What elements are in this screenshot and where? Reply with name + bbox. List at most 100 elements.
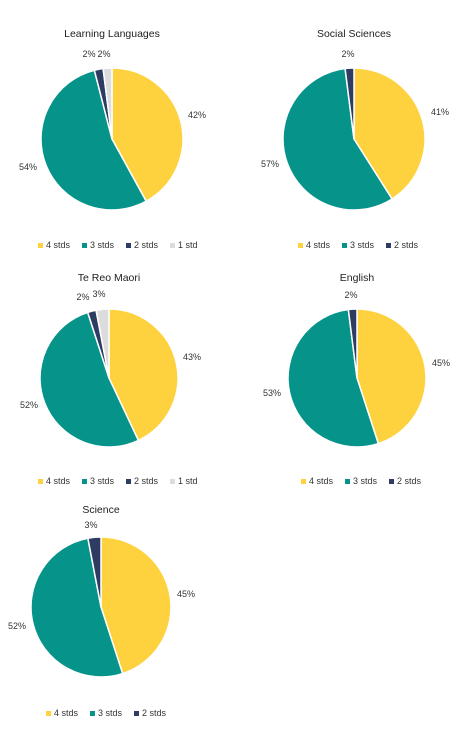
legend-label: 4 stds <box>309 476 334 486</box>
pie-svg: 45% 52% 3% <box>8 520 195 678</box>
data-label-4-stds: 42% <box>188 110 206 120</box>
legend-label: 3 stds <box>350 240 375 250</box>
data-label-4-stds: 43% <box>183 352 201 362</box>
legend-item-3-stds: 3 stds <box>345 476 377 486</box>
legend-label: 2 stds <box>394 240 419 250</box>
pie-slice-4-stds <box>100 536 172 675</box>
data-label-4-stds: 45% <box>432 358 450 368</box>
pie-chart-learning-languages: Learning Languages 42% 54% 2% 2% 4 stds 3 stds… <box>0 0 233 250</box>
pie-slice-1-std <box>102 67 113 140</box>
data-label-1-std: 3% <box>92 289 105 299</box>
pie-svg: 43% 52% 2% 3% <box>20 289 201 448</box>
pie-chart-english: English 45% 53% 2% 4 stds 3 stds 2 stds <box>233 250 466 490</box>
legend-label: 1 std <box>178 240 198 250</box>
pie-svg: 42% 54% 2% 2% <box>19 49 206 211</box>
legend-item-4-stds: 4 stds <box>46 708 78 718</box>
data-label-2-stds: 3% <box>84 520 97 530</box>
pie-chart-social-sciences: Social Sciences 41% 57% 2% 4 stds 3 stds 2 std… <box>233 0 466 250</box>
pie-slice-3-stds <box>30 537 124 678</box>
legend-swatch <box>126 478 132 484</box>
data-label-2-stds: 2% <box>82 49 95 59</box>
legend-label: 2 stds <box>397 476 422 486</box>
data-label-3-stds: 52% <box>20 400 38 410</box>
data-label-2-stds: 2% <box>341 49 354 59</box>
legend-item-1-std: 1 std <box>170 476 198 486</box>
chart-title: Science <box>82 504 120 516</box>
pie-svg: 45% 53% 2% <box>263 290 450 448</box>
chart-title: Te Reo Maori <box>77 272 141 284</box>
legend-label: 3 stds <box>353 476 378 486</box>
legend-label: 3 stds <box>98 708 123 718</box>
pie-slice-3-stds <box>287 308 380 448</box>
pie-slice-3-stds <box>40 69 148 211</box>
data-label-3-stds: 57% <box>261 159 279 169</box>
legend-label: 2 stds <box>142 708 167 718</box>
legend-swatch <box>134 710 140 716</box>
legend-item-1-std: 1 std <box>170 240 198 250</box>
legend-swatch <box>90 710 96 716</box>
legend-item-3-stds: 3 stds <box>90 708 122 718</box>
data-label-3-stds: 53% <box>263 388 281 398</box>
pie-slice-2-stds <box>87 536 102 608</box>
legend-swatch <box>170 242 176 248</box>
legend-swatch <box>126 242 132 248</box>
legend-label: 3 stds <box>90 240 115 250</box>
pie-slice-2-stds <box>344 67 355 140</box>
chart-title: Learning Languages <box>64 28 160 40</box>
legend-item-2-stds: 2 stds <box>386 240 418 250</box>
chart-legend: 4 stds 3 stds 2 stds 1 std <box>38 476 198 486</box>
legend-label: 4 stds <box>46 240 71 250</box>
legend-swatch <box>298 242 303 248</box>
legend-label: 4 stds <box>46 476 71 486</box>
legend-item-2-stds: 2 stds <box>126 240 158 250</box>
legend-item-3-stds: 3 stds <box>342 240 374 250</box>
legend-label: 1 std <box>178 476 198 486</box>
legend-label: 2 stds <box>134 240 159 250</box>
chart-title: English <box>339 272 375 284</box>
data-label-1-std: 2% <box>97 49 110 59</box>
legend-item-4-stds: 4 stds <box>38 476 70 486</box>
legend-swatch <box>386 242 392 248</box>
legend-swatch <box>342 242 348 248</box>
chart-legend: 4 stds 3 stds 2 stds <box>298 240 418 250</box>
data-label-4-stds: 45% <box>177 589 195 599</box>
chart-legend: 4 stds 3 stds 2 stds <box>46 708 166 718</box>
pie-slice-2-stds <box>347 308 358 379</box>
legend-label: 4 stds <box>306 240 331 250</box>
legend-item-3-stds: 3 stds <box>82 476 114 486</box>
pie-chart-te-reo-maori: Te Reo Maori 43% 52% 2% 3% 4 stds 3 stds 2 stds… <box>0 250 233 490</box>
pie-slice-4-stds <box>108 308 179 442</box>
chart-legend: 4 stds 3 stds 2 stds <box>301 476 421 486</box>
legend-swatch <box>82 478 88 484</box>
data-label-2-stds: 2% <box>344 290 357 300</box>
legend-swatch <box>38 242 43 248</box>
legend-label: 4 stds <box>54 708 79 718</box>
legend-item-4-stds: 4 stds <box>301 476 333 486</box>
chart-legend: 4 stds 3 stds 2 stds 1 std <box>38 240 198 250</box>
legend-swatch <box>170 478 176 484</box>
pie-slice-3-stds <box>39 311 140 448</box>
legend-swatch <box>301 478 306 484</box>
data-label-3-stds: 54% <box>19 162 37 172</box>
legend-item-3-stds: 3 stds <box>82 240 114 250</box>
legend-item-2-stds: 2 stds <box>126 476 158 486</box>
pie-slice-4-stds <box>356 308 427 445</box>
data-label-4-stds: 41% <box>431 107 449 117</box>
legend-item-2-stds: 2 stds <box>389 476 421 486</box>
legend-item-2-stds: 2 stds <box>134 708 166 718</box>
pie-slice-4-stds <box>111 67 184 203</box>
legend-swatch <box>38 478 43 484</box>
pie-chart-science: Science 45% 52% 3% 4 stds 3 stds 2 stds <box>0 490 233 744</box>
legend-swatch <box>46 710 51 716</box>
legend-label: 2 stds <box>134 476 159 486</box>
legend-swatch <box>345 478 351 484</box>
legend-swatch <box>389 478 395 484</box>
pie-svg: 41% 57% 2% <box>261 49 449 211</box>
legend-item-4-stds: 4 stds <box>38 240 70 250</box>
legend-label: 3 stds <box>90 476 115 486</box>
pie-slice-3-stds <box>282 67 394 211</box>
data-label-3-stds: 52% <box>8 621 26 631</box>
chart-title: Social Sciences <box>316 28 392 40</box>
pie-slice-1-std <box>95 308 110 379</box>
data-label-2-stds: 2% <box>76 292 89 302</box>
